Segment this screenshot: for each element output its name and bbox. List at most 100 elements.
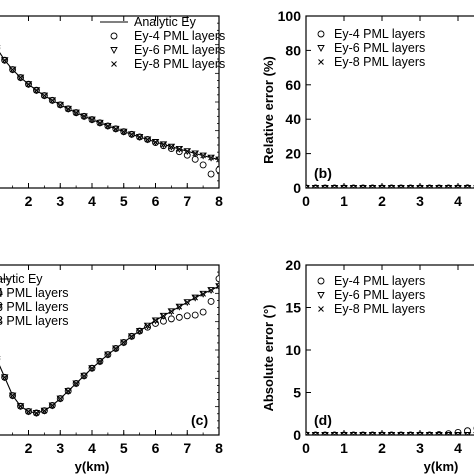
legend-entry: Ey-8 PML layers [334,55,425,69]
data-point [455,185,461,188]
y-tick-label: 100 [278,8,302,24]
data-point [176,303,183,310]
legend-entry: 8 PML layers [0,314,68,328]
data-point [41,92,48,99]
data-point [369,185,376,188]
legend-marker [317,30,325,38]
data-point [33,87,40,94]
x-tick-label: 3 [416,193,424,209]
y-tick-label: 0 [293,427,301,443]
x-tick-label: 8 [215,193,223,209]
data-point [105,351,111,358]
data-point [1,374,8,381]
panel-d: 0 1 2 3 4 0 5 10 15 20 y(km) Absolute error (°) (d) E… [261,257,474,474]
data-point [81,113,87,120]
x-tick-label: 2 [378,440,386,456]
data-point [136,134,143,140]
data-point [306,185,309,188]
data-point [175,313,183,321]
x-tick-label: 2 [25,193,33,209]
data-point [65,388,72,394]
legend-marker [317,45,325,52]
legend-entry: Ey-6 PML layers [334,41,425,55]
x-tick-label: 4 [454,193,462,209]
legend-entry: Analytic Ey [134,15,197,29]
data-point [312,185,319,188]
x-tick-label: 3 [416,440,424,456]
legend-entry: Ey-6 PML layers [134,43,225,57]
x-axis-label: y(km) [75,459,110,474]
plot-area [0,275,219,417]
legend-marker [111,61,117,67]
x-tick-label: 1 [340,193,348,209]
data-point [167,315,175,323]
data-point [360,432,366,435]
data-point [350,185,357,188]
data-point [379,185,385,188]
data-point [41,407,48,414]
x-axis-label: y(km) [424,459,459,474]
data-point [407,185,414,188]
data-point [112,125,119,132]
data-point [97,119,103,126]
data-point [57,395,64,402]
x-tick-label: 2 [25,440,33,456]
data-point [417,432,423,435]
data-point [120,128,127,135]
data-point [436,185,442,188]
data-point [168,308,175,315]
data-point [215,275,219,283]
data-point [17,74,24,81]
data-point [207,297,215,305]
data-point [215,166,219,174]
x-tick-label: 4 [88,440,96,456]
data-point [144,136,151,143]
panel-label: (d) [314,412,332,428]
data-point [360,185,366,188]
data-point [120,339,127,346]
data-point [192,150,199,157]
data-point [464,185,471,188]
plot-area [306,184,474,188]
data-point [407,432,414,435]
data-point [128,131,135,138]
data-point [183,312,191,320]
x-tick-label: 3 [56,193,64,209]
data-point [331,432,338,435]
data-point [199,308,207,316]
legend-entry: Ey-6 PML layers [334,288,425,302]
data-point [152,139,159,145]
data-point [105,123,111,129]
legend-marker [317,277,325,285]
data-point [97,358,103,365]
data-point [379,432,385,435]
data-point [341,185,347,188]
y-tick-label: 0 [293,180,301,196]
data-point [9,392,16,399]
x-tick-label: 5 [120,440,128,456]
data-point [168,143,175,150]
data-point [398,185,404,188]
plot-area [306,426,474,435]
legend-marker [0,289,3,297]
x-tick-label: 4 [454,440,462,456]
legend-marker [110,47,118,54]
legend-entry: Ey-8 PML layers [134,57,225,71]
data-point [464,432,471,435]
data-point [312,432,319,435]
data-point [73,380,79,387]
y-axis-label: Relative error (%) [261,56,276,164]
data-point [192,294,199,301]
data-point [57,101,64,108]
legend-entry: Ey-4 PML layers [334,274,425,288]
x-tick-label: 7 [183,193,191,209]
legend-entry: alytic Ey [0,272,43,286]
plot-area [0,45,219,178]
data-point [49,402,56,409]
data-point [369,432,376,435]
legend-marker [318,59,324,65]
legend-entry: 4 PML layers [0,286,68,300]
